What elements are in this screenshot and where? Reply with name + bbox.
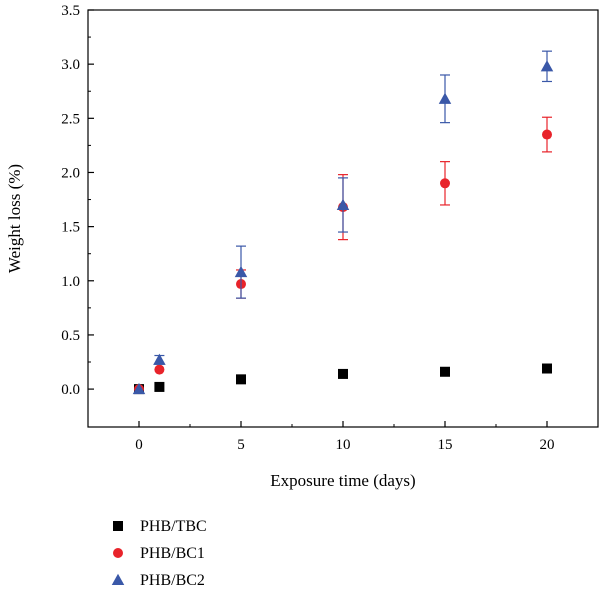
y-axis-label: Weight loss (%) xyxy=(5,164,24,273)
data-point xyxy=(236,374,246,385)
legend-label: PHB/TBC xyxy=(140,518,207,535)
legend-marker xyxy=(113,548,123,558)
data-point xyxy=(234,265,248,278)
x-tick-label: 15 xyxy=(438,437,453,453)
legend-marker xyxy=(113,521,123,531)
y-tick-label: 2.0 xyxy=(61,165,80,181)
x-tick-label: 20 xyxy=(540,437,555,453)
data-point xyxy=(336,198,350,210)
y-tick-label: 1.0 xyxy=(61,274,80,290)
data-point xyxy=(440,178,450,189)
data-point xyxy=(338,368,348,379)
y-tick-label: 2.5 xyxy=(61,111,80,127)
x-tick-label: 0 xyxy=(135,437,143,453)
y-tick-label: 0.0 xyxy=(61,382,80,398)
data-point xyxy=(542,363,552,374)
data-point xyxy=(154,381,165,392)
y-tick-label: 1.5 xyxy=(61,220,80,236)
data-point xyxy=(154,364,165,375)
y-tick-label: 3.5 xyxy=(61,3,80,19)
x-tick-label: 5 xyxy=(237,437,245,453)
x-axis-label: Exposure time (days) xyxy=(270,471,415,490)
y-tick-label: 0.5 xyxy=(61,328,80,344)
data-point xyxy=(153,353,166,365)
legend-marker xyxy=(111,573,125,585)
series-phb-tbc xyxy=(134,363,552,395)
y-tick-label: 3.0 xyxy=(61,57,80,73)
x-tick-label: 10 xyxy=(336,437,351,453)
legend-label: PHB/BC1 xyxy=(140,545,205,562)
data-point xyxy=(438,92,452,104)
series-phb-bc1 xyxy=(134,116,552,395)
legend: PHB/TBC PHB/BC1 PHB/BC2 xyxy=(111,518,207,589)
series-phb-bc2 xyxy=(132,50,554,395)
data-point xyxy=(132,382,146,395)
legend-label: PHB/BC2 xyxy=(140,572,205,589)
data-point xyxy=(440,366,450,377)
data-point xyxy=(540,60,554,72)
data-point xyxy=(542,129,552,140)
